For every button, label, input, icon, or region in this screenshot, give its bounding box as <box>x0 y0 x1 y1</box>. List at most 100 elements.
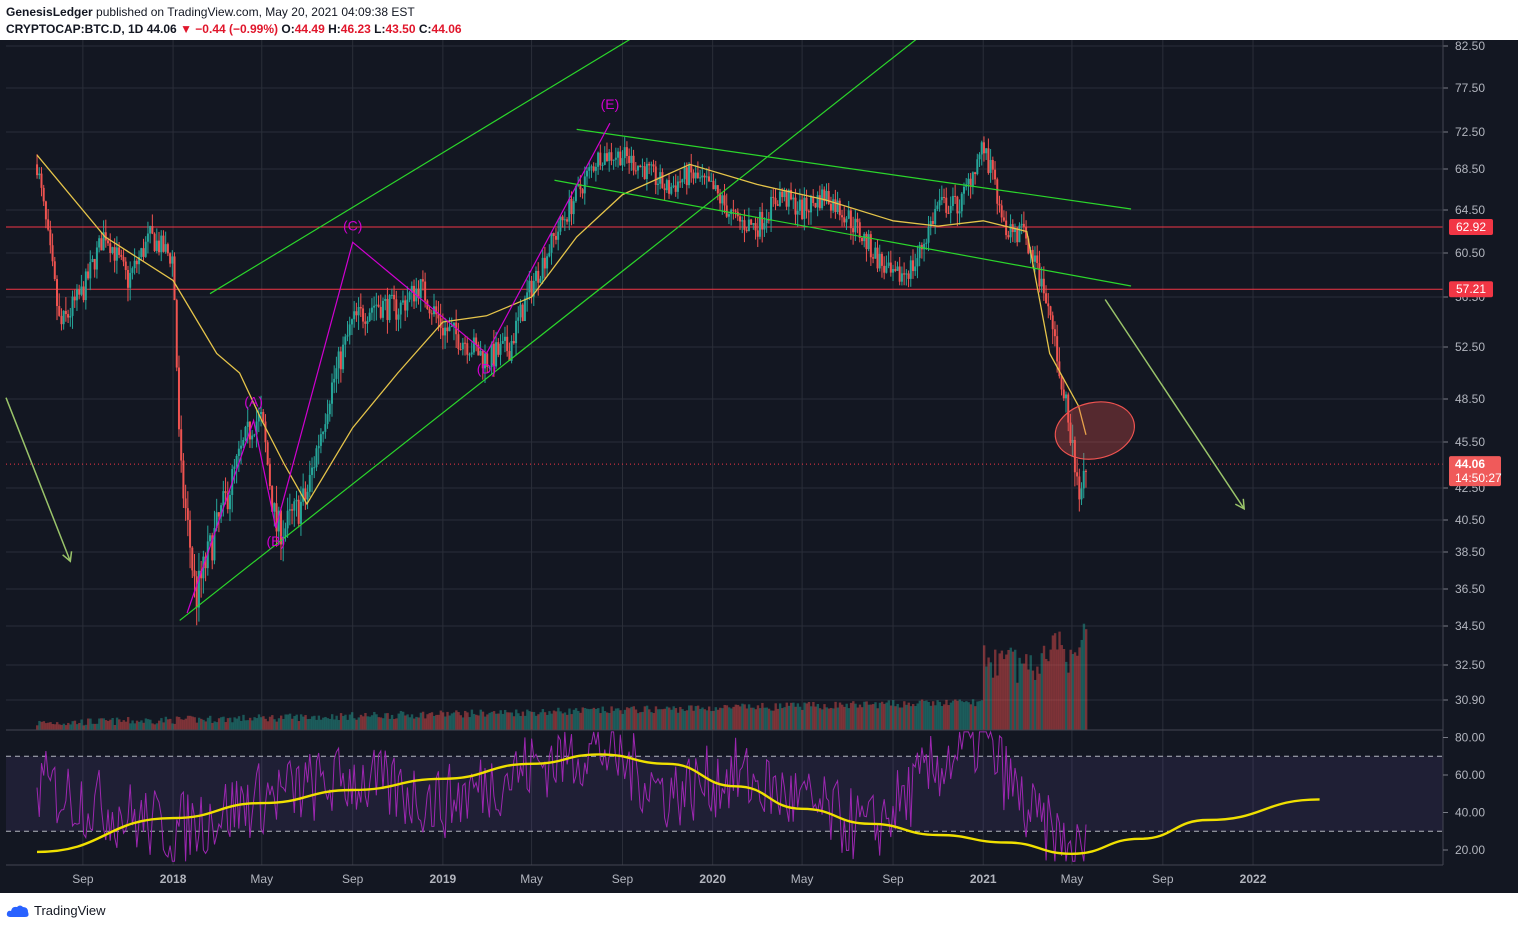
volume-bar <box>535 715 538 730</box>
volume-bar <box>1065 661 1068 730</box>
candle-body <box>1040 278 1043 287</box>
volume-bar <box>916 703 919 730</box>
level-badge <box>1449 281 1493 298</box>
volume-bar <box>44 723 48 730</box>
y-tick-label: 68.50 <box>1455 162 1485 176</box>
volume-bar <box>665 706 669 730</box>
volume-bar <box>982 645 986 730</box>
volume-bar <box>228 717 232 730</box>
candle-body <box>95 247 98 270</box>
volume-bar <box>246 720 250 730</box>
volume-bar <box>945 699 948 730</box>
volume-bar <box>1060 645 1063 730</box>
candle-body <box>929 221 932 227</box>
publisher-name[interactable]: GenesisLedger <box>6 5 93 19</box>
volume-bar <box>450 713 454 730</box>
candle-body <box>672 185 675 187</box>
candle-body <box>450 325 453 327</box>
volume-bar <box>377 717 380 730</box>
volume-bar <box>989 662 993 730</box>
candle-body <box>996 179 999 204</box>
volume-bar <box>1033 679 1037 730</box>
candle-body <box>140 248 143 258</box>
volume-bar <box>716 709 720 730</box>
chart-background <box>0 40 1518 893</box>
candle-body <box>1047 303 1050 307</box>
candle-body <box>129 272 132 288</box>
volume-bar <box>794 706 797 730</box>
volume-bar <box>969 704 973 730</box>
volume-bar <box>446 711 449 730</box>
candle-body <box>603 153 606 165</box>
candle-body <box>135 260 138 265</box>
volume-bar <box>900 707 904 730</box>
candle-body <box>468 354 471 356</box>
volume-bar <box>927 701 930 730</box>
x-tick-label: 2020 <box>699 872 726 886</box>
volume-bar <box>579 712 582 730</box>
candle-body <box>801 199 804 220</box>
candle-body <box>654 166 657 185</box>
volume-bar <box>934 705 937 730</box>
volume-bar <box>135 720 139 730</box>
current-price-label: 44.06 <box>1455 457 1485 471</box>
volume-bar <box>958 699 961 730</box>
candle-body <box>1033 255 1036 262</box>
volume-bar <box>543 712 547 730</box>
candle-body <box>1056 336 1059 362</box>
volume-bar <box>344 714 347 730</box>
candle-body <box>355 311 358 316</box>
volume-bar <box>444 716 447 730</box>
candle-body <box>925 242 928 244</box>
volume-bar <box>286 714 290 730</box>
candle-body <box>115 247 118 261</box>
low-value: 43.50 <box>385 22 416 36</box>
brand-name: TradingView <box>34 903 106 918</box>
candle-body <box>526 292 529 299</box>
volume-bar <box>865 701 868 730</box>
candle-body <box>783 191 786 198</box>
y-tick-label: 30.90 <box>1455 693 1485 707</box>
volume-bar <box>251 720 254 730</box>
volume-bar <box>654 706 658 730</box>
candle-body <box>770 196 773 221</box>
chart-canvas[interactable]: 82.5077.5072.5068.5064.5060.5056.5052.50… <box>0 40 1518 893</box>
candle-body <box>339 351 342 370</box>
x-tick-label: May <box>250 872 273 886</box>
volume-bar <box>288 713 292 730</box>
candle-body <box>51 245 54 262</box>
volume-bar <box>346 719 349 730</box>
y-tick-label: 72.50 <box>1455 125 1485 139</box>
candle-body <box>1002 217 1005 221</box>
candle-body <box>435 306 438 315</box>
candle-body <box>967 178 970 185</box>
volume-bar <box>435 714 438 730</box>
candle-body <box>151 226 154 234</box>
volume-bar <box>118 719 121 730</box>
volume-bar <box>805 703 808 730</box>
volume-bar <box>124 721 128 730</box>
volume-bar <box>885 702 888 730</box>
volume-bar <box>107 720 110 730</box>
volume-bar <box>217 718 221 730</box>
volume-bar <box>670 709 673 730</box>
candle-body <box>637 165 640 171</box>
volume-bar <box>131 720 134 730</box>
publish-info: published on TradingView.com, May 20, 20… <box>96 5 415 19</box>
symbol-name[interactable]: CRYPTOCAP:BTC.D, 1D <box>6 22 144 36</box>
candle-body <box>583 176 586 194</box>
volume-bar <box>823 704 826 730</box>
candle-body <box>581 189 584 194</box>
candle-body <box>685 167 688 186</box>
candle-body <box>204 556 207 569</box>
candle-body <box>1038 263 1041 287</box>
candle-body <box>869 234 872 258</box>
volume-bar <box>539 712 542 730</box>
candle-body <box>501 340 504 344</box>
candle-body <box>1062 389 1065 399</box>
cloud-icon <box>6 905 29 917</box>
candle-body <box>1018 225 1021 243</box>
volume-bar <box>322 717 325 730</box>
tradingview-logo[interactable]: TradingView <box>6 903 106 918</box>
candle-body <box>909 260 912 279</box>
